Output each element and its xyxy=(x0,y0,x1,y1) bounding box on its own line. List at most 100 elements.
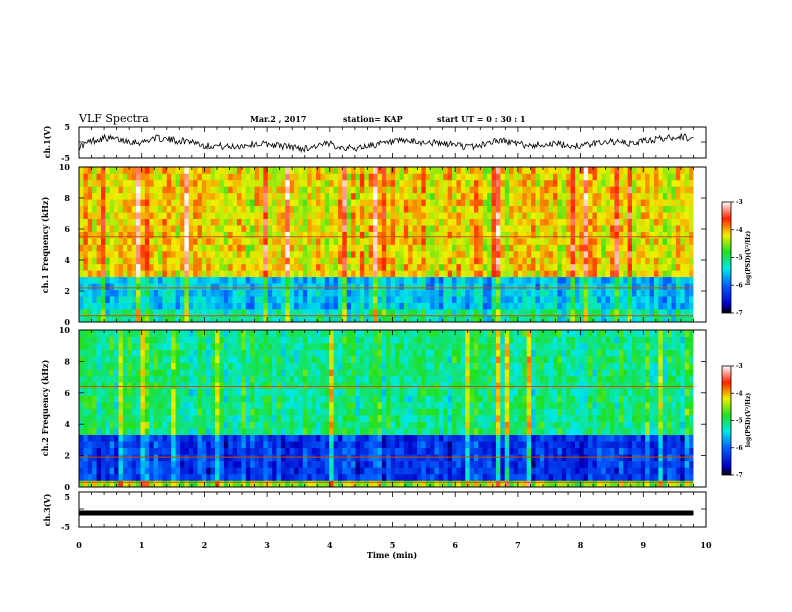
spec1-cell xyxy=(237,257,242,265)
spec2-cell xyxy=(636,480,642,488)
spec2-cell xyxy=(263,428,269,435)
spec1-cell xyxy=(83,238,89,245)
spec1-cell xyxy=(250,199,255,207)
spec1-cell xyxy=(114,173,119,181)
spec2-cell xyxy=(667,428,672,435)
spec2-cell xyxy=(491,473,497,481)
spec1-cell xyxy=(206,263,211,271)
spec1-cell xyxy=(83,205,89,213)
spec1-cell xyxy=(456,225,462,232)
spec1-cell xyxy=(614,192,620,200)
spec1-cell xyxy=(237,186,242,194)
spec2-cell xyxy=(237,473,242,481)
spec1-cell xyxy=(684,289,690,297)
spec2-cell xyxy=(92,421,97,429)
spec2-cell xyxy=(122,421,128,429)
spec1-cell xyxy=(254,205,260,213)
spec1-cell xyxy=(434,186,440,194)
spec1-cell xyxy=(495,192,501,200)
spec1-cell xyxy=(175,315,181,323)
spec1-cell xyxy=(474,231,479,239)
spec2-cell xyxy=(583,434,589,442)
spec1-cell xyxy=(570,218,576,226)
spec1-cell xyxy=(408,192,413,200)
spec1-cell xyxy=(272,218,277,226)
spec1-cell xyxy=(526,179,532,187)
spec2-cell xyxy=(381,447,387,455)
spec1-cell xyxy=(298,250,304,258)
spec1-cell xyxy=(456,218,462,226)
spec2-cell xyxy=(206,467,211,475)
spec1-cell xyxy=(158,231,163,239)
spec2-cell xyxy=(399,473,405,481)
spec1-cell xyxy=(574,263,580,271)
spec1-cell xyxy=(592,218,598,226)
spec1-cell xyxy=(487,296,492,303)
spec2-cell xyxy=(92,460,97,468)
spec1-cell xyxy=(443,173,448,181)
spec2-cell xyxy=(245,473,251,481)
spec2-cell xyxy=(320,460,326,468)
spec1-cell xyxy=(513,179,519,187)
spec1-cell xyxy=(184,250,190,258)
spec1-cell xyxy=(495,283,501,291)
spec1-cell xyxy=(153,218,159,226)
spec1-cell xyxy=(258,225,264,232)
spec2-cell xyxy=(390,421,396,429)
spec2-cell xyxy=(632,428,637,435)
spec2-cell xyxy=(241,467,247,475)
spec2-cell xyxy=(294,473,299,481)
spec2-cell xyxy=(434,480,440,488)
spec1-cell xyxy=(522,218,527,226)
spec2-cell xyxy=(627,467,633,475)
spec2-cell xyxy=(79,441,84,449)
spec1-cell xyxy=(114,302,119,310)
spec1-cell xyxy=(434,263,440,271)
spec1-cell xyxy=(333,289,339,297)
spec1-cell xyxy=(289,199,295,207)
spec1-cell xyxy=(206,231,211,239)
spec2-cell xyxy=(438,454,444,462)
spec2-cell xyxy=(636,473,642,481)
spec1-cell xyxy=(487,199,492,207)
spec2-cell xyxy=(197,454,203,462)
spec1-cell xyxy=(158,276,163,284)
spec1-cell xyxy=(653,179,659,187)
spec2-cell xyxy=(526,434,532,442)
spec1-cell xyxy=(645,302,650,310)
spec2-cell xyxy=(105,434,111,442)
spec2-cell xyxy=(504,428,510,435)
spec2-cell xyxy=(368,434,374,442)
spec1-cell xyxy=(487,250,492,258)
spec1-cell xyxy=(377,257,383,265)
spec2-cell xyxy=(136,441,141,449)
spec1-cell xyxy=(517,179,523,187)
spec1-cell xyxy=(596,263,602,271)
spec2-cell xyxy=(447,441,453,449)
spec1-cell xyxy=(333,270,339,278)
spec1-cell xyxy=(105,244,111,252)
spec1-cell xyxy=(430,296,435,303)
spec1-cell xyxy=(381,302,387,310)
spec1-cell xyxy=(320,173,326,181)
spec2-cell xyxy=(684,467,690,475)
spec1-cell xyxy=(263,173,269,181)
spec1-cell xyxy=(136,244,141,252)
spec2-cell xyxy=(136,480,141,488)
spec2-cell xyxy=(179,428,185,435)
spec1-cell xyxy=(241,250,247,258)
spec1-cell xyxy=(425,186,431,194)
spec1-cell xyxy=(517,199,523,207)
spec1-cell xyxy=(171,296,176,303)
spec1-cell xyxy=(346,257,352,265)
spec1-cell xyxy=(605,244,611,252)
spec1-cell xyxy=(223,257,229,265)
spec1-cell xyxy=(601,186,606,194)
spec2-cell xyxy=(368,454,374,462)
spec1-cell xyxy=(531,296,536,303)
spec1-cell xyxy=(232,296,238,303)
spec1-cell xyxy=(294,225,299,232)
spec1-cell xyxy=(285,231,290,239)
spec1-cell xyxy=(307,309,312,316)
spec1-cell xyxy=(618,231,624,239)
